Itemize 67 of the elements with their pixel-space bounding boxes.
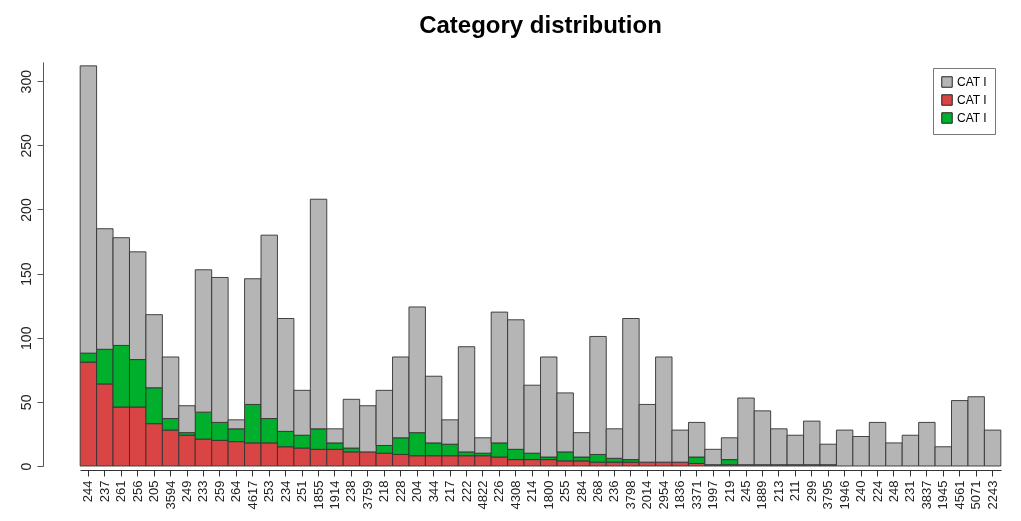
x-tick-label: 213: [770, 480, 786, 503]
x-tick-label: 234: [277, 480, 293, 503]
x-tick-label: 264: [228, 480, 244, 503]
x-tick-label: 204: [409, 480, 425, 503]
x-tick-label: 249: [179, 480, 195, 503]
x-tick-label: 4308: [507, 480, 523, 510]
x-tick-label: 1946: [836, 480, 852, 510]
x-tick-label: 231: [902, 480, 918, 503]
x-tick-label: 299: [803, 480, 819, 503]
x-tick-label: 284: [573, 480, 589, 503]
x-tick-label: 219: [721, 480, 737, 503]
x-tick-label: 1836: [672, 480, 688, 510]
x-tick-label: 3795: [820, 480, 836, 510]
x-tick-label: 222: [458, 480, 474, 503]
x-tick-label: 214: [524, 480, 540, 503]
x-tick-label: 237: [96, 480, 112, 503]
x-tick-label: 240: [853, 480, 869, 503]
x-tick-label: 3798: [622, 480, 638, 510]
x-tick-label: 259: [211, 480, 227, 503]
x-tick-label: 238: [343, 480, 359, 503]
x-tick-label: 233: [195, 480, 211, 503]
x-tick-label: 1889: [754, 480, 770, 510]
x-tick-label: 248: [885, 480, 901, 503]
x-tick-label: 211: [787, 480, 803, 502]
x-tick-label: 226: [491, 480, 507, 503]
x-tick-label: 268: [590, 480, 606, 503]
x-tick-label: 2014: [639, 480, 655, 510]
legend-label: CAT I: [957, 111, 987, 125]
x-tick-label: 3371: [688, 480, 704, 510]
x-tick-label: 2954: [655, 480, 671, 510]
x-tick-label: 1945: [935, 480, 951, 510]
x-tick-label: 1997: [705, 480, 721, 510]
x-tick-label: 4561: [951, 480, 967, 510]
x-tick-label: 253: [261, 480, 277, 503]
x-tick-label: 255: [557, 480, 573, 503]
x-tick-label: 1914: [326, 480, 342, 510]
y-tick-label: 300: [17, 69, 34, 94]
x-tick-label: 3759: [359, 480, 375, 510]
x-tick-label: 217: [442, 480, 458, 503]
x-tick-label: 224: [869, 480, 885, 503]
y-tick-label: 0: [17, 462, 34, 471]
y-tick-label: 200: [17, 198, 34, 222]
x-tick-label: 245: [738, 480, 754, 503]
x-tick-label: 5071: [968, 480, 984, 510]
x-tick-label: 256: [129, 480, 145, 503]
x-tick-label: 244: [80, 480, 96, 503]
x-tick-label: 1855: [310, 480, 326, 510]
x-tick-label: 261: [113, 480, 129, 503]
y-tick-label: 250: [17, 133, 34, 158]
x-tick-label: 3837: [918, 480, 934, 510]
x-tick-label: 218: [376, 480, 392, 503]
x-tick-label: 236: [606, 480, 622, 503]
x-tick-label: 205: [146, 480, 162, 503]
x-tick-label: 251: [294, 480, 310, 503]
x-tick-label: 344: [425, 480, 441, 503]
legend-label: CAT I: [957, 93, 987, 107]
x-tick-label: 4617: [244, 480, 260, 510]
y-tick-label: 50: [17, 394, 34, 411]
x-tick-label: 3594: [162, 480, 178, 510]
x-tick-label: 4822: [474, 480, 490, 510]
y-tick-label: 100: [17, 326, 34, 350]
x-tick-label: 1800: [540, 480, 556, 510]
x-tick-label: 2243: [984, 480, 1000, 510]
x-tick-label: 228: [392, 480, 408, 503]
chart-title: Category distribution: [419, 11, 662, 38]
y-tick-label: 150: [17, 262, 34, 286]
legend-label: CAT I: [957, 75, 987, 89]
